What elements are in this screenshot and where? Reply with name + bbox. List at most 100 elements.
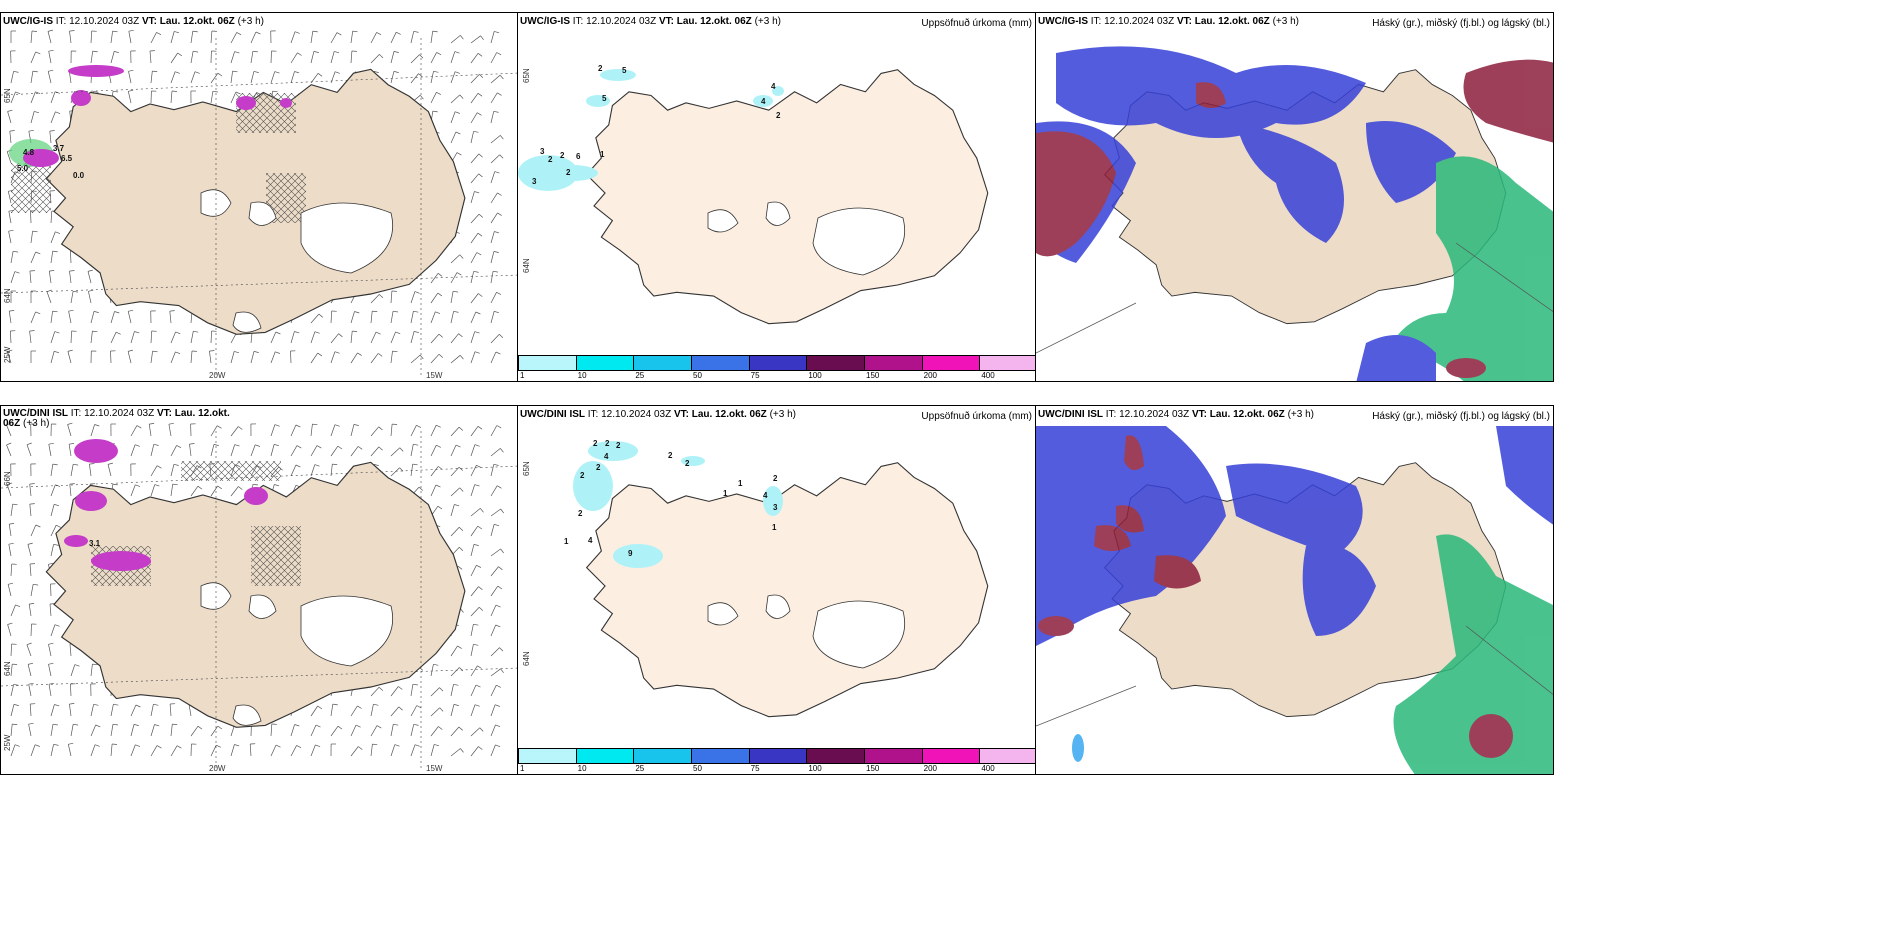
wind-barb-flag — [274, 484, 280, 487]
wind-barb-flag — [135, 484, 141, 487]
mid-cloud — [1036, 426, 1226, 646]
precip-value: 1 — [600, 150, 605, 159]
precip-value: 2 — [685, 459, 690, 468]
wind-barb — [450, 291, 454, 304]
wind-barb-flag — [458, 726, 463, 731]
wind-barb-flag — [128, 69, 134, 72]
wind-barb-flag — [378, 446, 383, 451]
wind-barb-flag — [493, 463, 499, 466]
wind-barb-flag — [495, 724, 501, 728]
wind-barb — [290, 724, 295, 737]
wind-barb-flag — [34, 111, 40, 114]
wind-barb-flag — [493, 251, 499, 253]
wind-barb — [230, 32, 238, 44]
wind-barb-flag — [115, 331, 121, 335]
wind-barb-flag — [453, 704, 459, 706]
wind-barb — [210, 425, 218, 437]
wind-barb-flag — [69, 270, 75, 272]
wind-barb-flag — [128, 89, 134, 92]
wind-barb — [170, 31, 175, 44]
wind-barb — [26, 444, 32, 457]
wind-barb — [470, 426, 479, 437]
wind-barb-flag — [35, 51, 41, 55]
wind-barb-flag — [48, 662, 54, 665]
wind-panel-dini-isl: UWC/DINI ISL IT: 12.10.2024 03Z VT: Lau.… — [0, 405, 518, 775]
wind-barb — [150, 330, 153, 344]
wind-barb-flag — [475, 311, 481, 315]
wind-barb-flag — [209, 350, 215, 352]
wind-barb — [50, 724, 54, 737]
wind-barb — [490, 251, 495, 264]
wind-barb-flag — [459, 254, 464, 259]
wind-barb-flag — [497, 92, 502, 96]
wind-barb-flag — [495, 744, 501, 748]
wind-barb — [10, 744, 16, 757]
wind-barb — [450, 311, 454, 324]
colorbar-swatch — [633, 748, 692, 764]
wind-barb-flag — [234, 444, 240, 447]
wind-barb — [490, 464, 495, 477]
high-cloud — [1124, 435, 1144, 470]
wind-barb-flag — [477, 232, 483, 237]
wind-barb-flag — [437, 466, 443, 470]
wind-barb — [370, 54, 380, 64]
wind-barb — [470, 565, 477, 577]
wind-barb — [68, 311, 72, 324]
wind-barb-flag — [315, 744, 321, 748]
wind-barb-flag — [169, 310, 175, 312]
wind-barb-flag — [499, 74, 504, 80]
wind-barb — [29, 270, 32, 284]
lon-label: 25W — [3, 346, 12, 363]
boundary-line — [1036, 302, 1137, 354]
precip-value: 4 — [761, 97, 766, 106]
colorbar: 1 10 25 50 75 100 150 200 400 — [518, 355, 1035, 380]
wind-barb — [30, 71, 34, 84]
wind-barb-flag — [375, 331, 381, 335]
wind-barb — [470, 624, 474, 637]
wind-barb — [450, 254, 461, 264]
wind-barb — [47, 31, 52, 44]
colorbar-swatch — [979, 355, 1035, 371]
wind-barb-flag — [28, 129, 34, 132]
wind-barb — [430, 31, 434, 44]
colorbar-tick: 75 — [750, 371, 760, 380]
wind-barb — [127, 91, 132, 104]
wind-barb-flag — [500, 668, 504, 674]
wind-barb — [490, 111, 495, 124]
wind-barb — [170, 331, 176, 344]
wind-barb-flag — [497, 485, 502, 489]
wind-barb-flag — [413, 310, 419, 313]
wind-barb-flag — [95, 724, 101, 728]
wind-barb — [410, 444, 414, 457]
wind-barb — [90, 51, 94, 64]
wind-barb — [470, 271, 475, 284]
wind-barb-flag — [474, 351, 480, 354]
mid-cloud — [1236, 123, 1344, 243]
wind-barb — [210, 30, 213, 44]
convective-cell — [244, 487, 268, 505]
wind-barb-flag — [112, 30, 118, 33]
wind-barb-flag — [413, 723, 419, 726]
wind-barb — [6, 151, 12, 164]
iceland-land — [586, 462, 989, 718]
wind-barb-flag — [476, 564, 482, 568]
wind-barb-flag — [379, 294, 384, 299]
wind-barb — [370, 426, 379, 437]
wind-barb — [470, 465, 477, 477]
wind-barb-flag — [435, 311, 441, 314]
wind-barb-flag — [13, 70, 19, 73]
wind-barb-flag — [498, 566, 503, 571]
wind-barb-flag — [378, 426, 383, 431]
wind-barb — [249, 743, 252, 757]
wind-barb — [169, 311, 172, 324]
colorbar-swatch — [575, 355, 635, 371]
wind-barb-flag — [173, 463, 179, 466]
wind-barb-flag — [152, 350, 158, 353]
wind-barb — [170, 71, 176, 84]
wind-barb-flag — [12, 723, 18, 725]
wind-barb-flag — [394, 744, 400, 747]
glacier — [300, 202, 393, 274]
wind-barb — [490, 351, 497, 364]
wind-barb — [50, 544, 54, 557]
wind-barb — [7, 584, 12, 597]
